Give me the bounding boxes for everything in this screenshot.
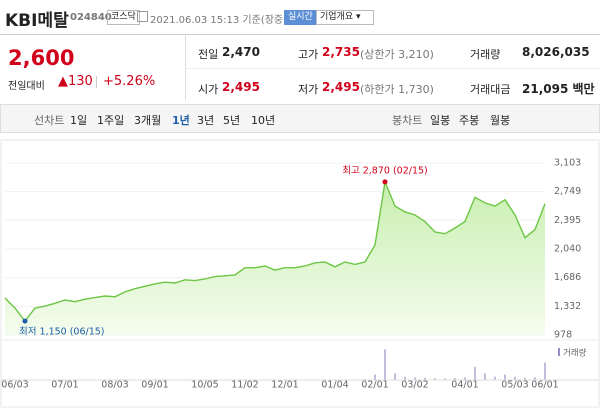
volume-bar <box>404 376 406 380</box>
company-button[interactable]: 기업개요 ▾ <box>316 10 374 25</box>
tab-period[interactable]: 3개월 <box>134 114 162 127</box>
change-pct: +5.26% <box>103 74 156 89</box>
stat-label: 고가 <box>298 48 319 61</box>
volume-bar <box>434 378 436 380</box>
volume-legend: 거래량 <box>563 348 587 359</box>
volume-bar <box>524 377 526 380</box>
stat-value: 21,095 백만 <box>522 82 595 96</box>
price: 2,600 <box>8 46 75 70</box>
realtime-button[interactable]: 실시간 <box>284 10 317 25</box>
volume-bar <box>514 376 516 380</box>
volume-bar <box>504 374 506 380</box>
volume-bar <box>474 366 476 380</box>
stat-label: 거래대금 <box>470 83 511 96</box>
stat-label: 거래량 <box>470 48 501 61</box>
x-tick-label: 04/01 <box>451 380 478 391</box>
x-tick-label: 02/01 <box>361 380 388 391</box>
volume-bar <box>424 377 426 380</box>
volume-bar <box>494 376 496 380</box>
tab-period[interactable]: 1일 <box>70 114 88 127</box>
x-tick-label: 01/04 <box>321 380 348 391</box>
volume-bar <box>454 378 456 380</box>
tab-label[interactable]: 봉차트 <box>392 114 423 127</box>
volume-bar <box>484 373 486 380</box>
plot-border <box>0 139 600 408</box>
low-marker <box>22 318 28 324</box>
tab-period[interactable]: 1년 <box>172 114 190 127</box>
tab-period[interactable]: 3년 <box>197 114 215 127</box>
tab-candle[interactable]: 일봉 <box>430 114 451 127</box>
volume-bar <box>444 378 446 380</box>
tab-period[interactable]: 5년 <box>223 114 241 127</box>
change-label: 전일대비 <box>8 81 45 92</box>
y-tick-label: 2,395 <box>554 215 581 226</box>
x-tick-label: 05/03 <box>501 380 528 391</box>
divider <box>96 76 97 88</box>
change-value: 130 <box>68 74 93 89</box>
calendar-icon <box>137 11 148 22</box>
company-text: 기업개요 <box>320 12 354 22</box>
chart: 978 1,332 1,686 2,040 2,395 2,749 3,103 최고 2,87… <box>0 139 600 408</box>
low-label: 최저 1,150 (06/15) <box>19 327 105 338</box>
divider <box>185 34 186 100</box>
y-tick-label: 2,749 <box>554 186 581 197</box>
y-tick-label: 3,103 <box>554 158 581 169</box>
stat-value: 2,495 <box>322 80 360 94</box>
x-tick-label: 06/01 <box>531 380 558 391</box>
x-tick-label: 10/05 <box>191 380 218 391</box>
y-tick-label: 1,686 <box>554 272 581 283</box>
x-tick-label: 12/01 <box>271 380 298 391</box>
stat-value: 8,026,035 <box>522 45 590 59</box>
change: ▲130 <box>58 74 93 89</box>
high-label: 최고 2,870 (02/15) <box>342 165 428 176</box>
y-tick-label: 2,040 <box>554 244 581 255</box>
stock-name: KBI메탈 <box>5 11 69 31</box>
market-badge: 코스닥 <box>107 10 140 25</box>
stat-extra: (하한가 1,730) <box>360 83 434 96</box>
divider <box>185 68 600 69</box>
tab-period[interactable]: 10년 <box>251 114 276 127</box>
datetime: 2021.06.03 15:13 기준(장중) <box>150 15 288 26</box>
x-tick-label: 09/01 <box>141 380 168 391</box>
tab-bar <box>0 104 600 133</box>
x-tick-label: 03/02 <box>401 380 428 391</box>
volume-bar <box>464 377 466 380</box>
x-tick-label: 06/03 <box>1 380 28 391</box>
price-area <box>5 181 545 335</box>
x-tick-label: 08/03 <box>101 380 128 391</box>
tab-period[interactable]: 1주일 <box>97 114 125 127</box>
volume-legend-icon <box>558 348 560 356</box>
stat-label: 저가 <box>298 83 319 96</box>
stock-code: 024840 <box>70 12 112 23</box>
volume-bar <box>534 377 536 380</box>
price-line <box>4 179 546 323</box>
stat-value: 2,495 <box>222 80 260 94</box>
x-tick-label: 07/01 <box>51 380 78 391</box>
stat-extra: (상한가 3,210) <box>360 48 434 61</box>
volume-bar <box>374 374 376 380</box>
volume-bar <box>544 362 546 380</box>
x-tick-label: 11/02 <box>231 380 258 391</box>
high-marker <box>382 179 388 185</box>
y-tick-label: 1,332 <box>554 301 581 312</box>
tab-candle[interactable]: 주봉 <box>459 114 480 127</box>
stat-label: 전일 <box>198 48 219 61</box>
y-tick-label: 978 <box>554 330 572 341</box>
tab-candle[interactable]: 월봉 <box>490 114 511 127</box>
stat-value: 2,470 <box>222 45 260 59</box>
tab-label[interactable]: 선차트 <box>34 114 65 127</box>
volume-bar <box>414 377 416 380</box>
volume-bar <box>394 373 396 380</box>
stat-value: 2,735 <box>322 45 360 59</box>
volume-bar <box>384 349 386 380</box>
divider <box>0 34 600 35</box>
stat-label: 시가 <box>198 83 219 96</box>
